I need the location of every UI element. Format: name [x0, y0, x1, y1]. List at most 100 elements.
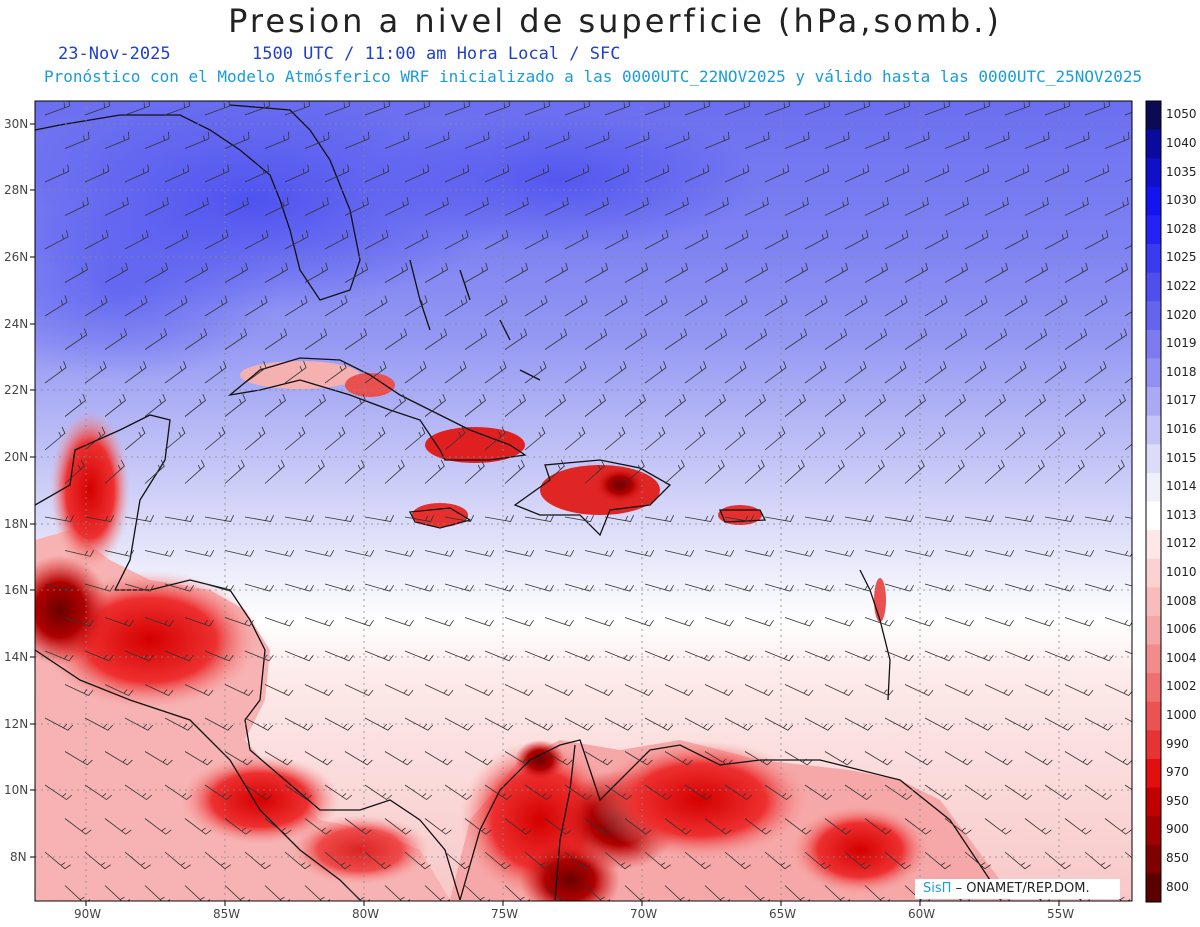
wind-barb [164, 583, 194, 592]
lon-label: 55W [1047, 907, 1075, 921]
wind-barb [344, 684, 374, 696]
wind-barb [244, 784, 273, 801]
wind-barb [544, 751, 573, 766]
wind-barb [584, 328, 608, 350]
wind-barb [504, 328, 528, 350]
wind-barb [844, 851, 871, 870]
wind-barb [1004, 583, 1034, 592]
wind-barb [1044, 784, 1073, 801]
wind-barb [1044, 650, 1074, 662]
colorbar-tick-label: 1020 [1166, 307, 1197, 322]
wind-barb [944, 818, 972, 835]
colorbar-tick-label: 1028 [1166, 221, 1197, 236]
wind-barb [624, 393, 646, 417]
wind-barb [684, 784, 713, 801]
wind-barb [724, 361, 747, 384]
lat-label: 18N [4, 517, 29, 531]
wind-barb [124, 650, 154, 662]
wind-barb [204, 426, 226, 451]
wind-barb [544, 262, 568, 283]
wind-barb [104, 550, 135, 557]
wind-barb [1064, 328, 1088, 350]
wind-barb [904, 550, 935, 557]
colorbar-swatch [1146, 415, 1161, 445]
wind-barb [664, 617, 694, 627]
wind-barb [524, 229, 549, 250]
wind-barb [224, 393, 246, 417]
wind-barb [864, 393, 886, 417]
wind-barb [824, 684, 854, 696]
colorbar-swatch [1146, 587, 1161, 617]
wind-barb [944, 393, 966, 417]
wind-barb [604, 229, 629, 250]
colorbar-swatch [1146, 358, 1161, 388]
wind-barb [64, 328, 88, 350]
wind-barb [484, 717, 514, 731]
wind-barb [404, 229, 429, 250]
wind-barb [624, 684, 654, 696]
wind-barb [584, 751, 613, 766]
wind-barb [644, 650, 674, 662]
wind-barb [464, 131, 490, 149]
wind-barb [624, 197, 649, 216]
wind-barb [784, 131, 810, 149]
wind-barb [664, 751, 693, 766]
wind-barb [904, 131, 930, 149]
wind-barb [484, 784, 513, 801]
wind-barb [504, 617, 534, 627]
wind-barb [524, 164, 550, 183]
wind-barb [984, 751, 1013, 766]
wind-barb [364, 650, 394, 662]
wind-barb [804, 361, 827, 384]
wind-barb [624, 751, 653, 766]
wind-barb [1104, 459, 1125, 484]
wind-barb [564, 361, 587, 384]
lon-label: 85W [213, 907, 241, 921]
axis-ticks [30, 123, 1060, 906]
lat-label: 24N [4, 317, 29, 331]
wind-barb [44, 426, 66, 451]
wind-barb [44, 583, 74, 592]
wind-barb [244, 164, 270, 183]
wind-barb [944, 550, 975, 557]
wind-barb [1104, 328, 1128, 350]
wind-barb [844, 583, 874, 592]
colorbar-tick-label: 1017 [1166, 393, 1197, 408]
wind-barb [504, 751, 533, 766]
wind-barb [944, 617, 974, 627]
wind-barb [804, 650, 834, 662]
wind-barb [544, 818, 572, 835]
wind-barb [104, 818, 132, 835]
wind-barb [744, 459, 765, 484]
wind-barb [204, 164, 230, 183]
colorbar-tick-label: 1019 [1166, 336, 1197, 351]
wind-barb [504, 459, 525, 484]
wind-barb [884, 361, 907, 384]
wind-barb [604, 583, 634, 592]
wind-barb [364, 295, 388, 317]
wind-barb [304, 617, 334, 627]
wind-barb [144, 393, 166, 417]
wind-barb [304, 684, 334, 696]
wind-barb [404, 295, 428, 317]
wind-barb [204, 361, 227, 384]
wind-barb [964, 164, 990, 183]
colorbar-tick-label: 1004 [1166, 650, 1197, 665]
wind-barb [884, 583, 914, 592]
wind-barb [324, 650, 354, 662]
wind-barb [1024, 684, 1054, 696]
wind-barb [764, 229, 789, 250]
wind-barb [1104, 818, 1132, 835]
wind-barb [384, 262, 408, 283]
wind-barb [444, 717, 474, 731]
wind-barb [184, 751, 213, 766]
colorbar-tick-label: 1050 [1166, 107, 1197, 122]
wind-barb [324, 295, 348, 317]
wind-barb [824, 550, 855, 557]
lat-label: 12N [4, 717, 29, 731]
wind-barb [424, 617, 454, 627]
wind-barb [724, 784, 753, 801]
wind-barb [924, 515, 954, 522]
wind-barb [924, 229, 949, 250]
